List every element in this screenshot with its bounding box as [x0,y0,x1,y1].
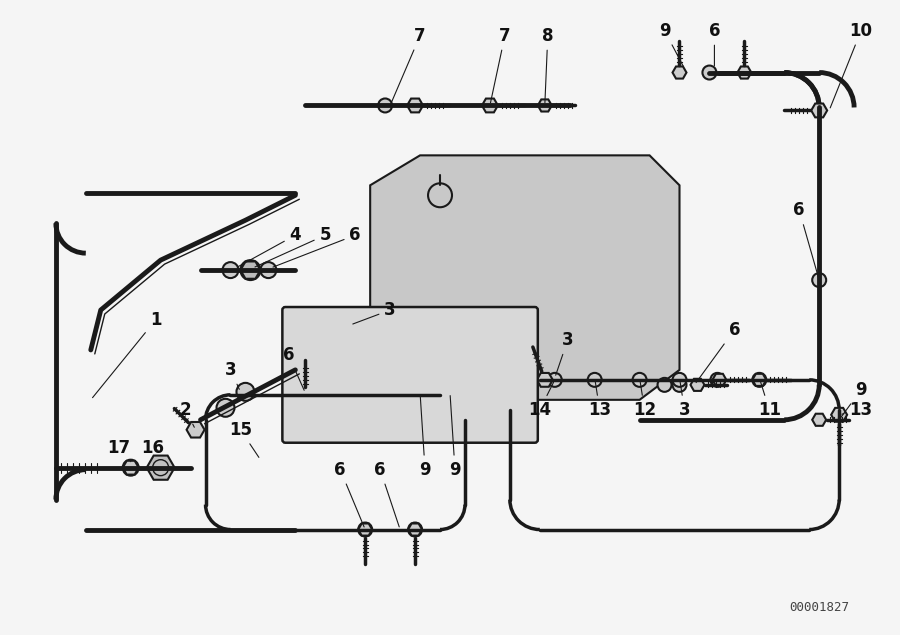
Circle shape [672,373,687,387]
Circle shape [710,373,724,387]
Text: 2: 2 [180,401,194,427]
Polygon shape [690,379,705,391]
Text: 11: 11 [758,380,781,419]
FancyBboxPatch shape [283,307,538,443]
Text: 9: 9 [659,22,683,66]
Polygon shape [812,414,826,426]
Circle shape [217,399,235,417]
Polygon shape [407,98,423,112]
Text: 5: 5 [255,226,331,267]
Circle shape [588,373,602,387]
Polygon shape [482,98,498,112]
Circle shape [122,460,139,476]
Text: 6: 6 [283,346,304,391]
Circle shape [548,373,562,387]
Text: 8: 8 [542,27,554,103]
Circle shape [702,65,716,79]
Circle shape [633,373,646,387]
Circle shape [260,262,276,278]
Text: 6: 6 [273,226,361,267]
Circle shape [240,260,260,280]
Text: 6: 6 [335,460,365,527]
Polygon shape [298,389,312,401]
Circle shape [812,273,826,287]
Polygon shape [240,262,260,279]
Text: 13: 13 [588,380,611,419]
Polygon shape [737,67,751,79]
Circle shape [423,388,437,402]
Circle shape [393,388,407,402]
Polygon shape [811,104,827,117]
Text: 6: 6 [696,321,740,383]
Text: 3: 3 [555,331,573,375]
Text: 12: 12 [633,380,656,419]
Text: 3: 3 [679,380,690,419]
Circle shape [378,98,392,112]
Polygon shape [408,523,422,535]
Text: 16: 16 [141,439,164,457]
Text: 13: 13 [842,401,873,419]
Circle shape [328,388,342,402]
Circle shape [435,161,644,370]
Circle shape [672,378,687,392]
Text: 9: 9 [419,396,431,479]
Polygon shape [538,100,552,112]
Polygon shape [122,461,139,474]
Text: 3: 3 [353,301,396,324]
Polygon shape [832,408,847,422]
Polygon shape [672,67,687,79]
Circle shape [237,383,255,401]
Text: 10: 10 [830,22,873,108]
Polygon shape [536,373,553,387]
Circle shape [298,388,312,402]
Polygon shape [370,156,680,400]
Polygon shape [752,374,766,386]
Text: 17: 17 [107,439,130,462]
Text: 15: 15 [229,421,259,457]
Text: 6: 6 [374,460,400,527]
Circle shape [222,262,239,278]
Text: 1: 1 [93,311,161,398]
Polygon shape [186,422,204,438]
Circle shape [752,373,766,387]
Text: 00001827: 00001827 [789,601,849,614]
Circle shape [358,523,373,537]
Circle shape [358,388,373,402]
Circle shape [658,378,671,392]
Text: 14: 14 [528,382,554,419]
Text: 9: 9 [449,396,461,479]
Circle shape [408,523,422,537]
Polygon shape [713,374,726,386]
Text: 6: 6 [794,201,818,277]
Text: 7: 7 [392,27,426,103]
Text: 9: 9 [841,381,867,418]
Text: 6: 6 [708,22,720,66]
Polygon shape [358,523,373,535]
Polygon shape [147,455,175,480]
Text: 3: 3 [225,361,239,389]
Text: 7: 7 [491,27,510,103]
Text: 4: 4 [238,226,302,267]
